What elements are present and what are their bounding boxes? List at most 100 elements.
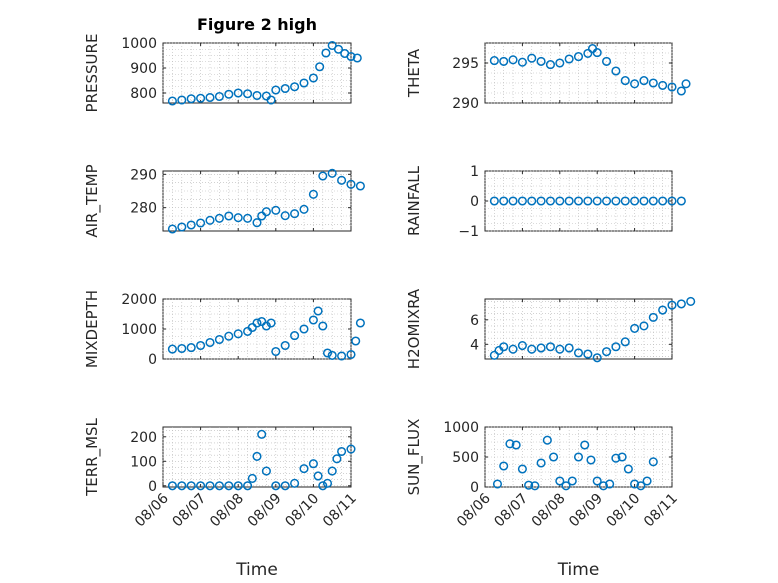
data-point-ax0-12: [271, 85, 281, 95]
data-point-ax2-18: [327, 168, 337, 178]
data-point-ax7-23: [636, 481, 646, 491]
data-point-ax2-5: [214, 213, 224, 223]
data-point-ax5-3: [508, 344, 518, 354]
data-point-ax6-17: [308, 459, 318, 469]
data-point-ax3-1: [499, 196, 509, 206]
y-axis-label: THETA: [405, 48, 423, 98]
data-point-ax7-1: [499, 461, 509, 471]
data-point-ax0-16: [308, 73, 318, 83]
data-point-ax0-13: [280, 83, 290, 94]
data-point-ax2-2: [186, 220, 196, 230]
data-point-ax2-6: [224, 211, 234, 221]
x-tick-label-08-10: 08/10: [282, 491, 322, 531]
data-point-ax7-18: [605, 479, 615, 489]
data-point-ax6-6: [224, 481, 234, 491]
y-tick-label-1: −1: [458, 224, 479, 240]
data-point-ax3-10: [583, 196, 593, 206]
data-point-ax4-22: [327, 350, 337, 360]
data-point-ax7-0: [492, 479, 503, 489]
data-point-ax2-20: [346, 179, 356, 189]
data-point-ax5-10: [573, 348, 584, 358]
data-point-ax4-4: [205, 337, 215, 348]
data-point-ax7-12: [567, 476, 577, 486]
data-point-ax6-0: [167, 481, 177, 491]
data-point-ax4-23: [337, 351, 347, 361]
data-point-ax5-14: [611, 342, 621, 352]
data-point-ax1-13: [602, 56, 612, 66]
data-point-ax6-10: [252, 451, 262, 461]
data-point-ax0-8: [243, 89, 253, 99]
data-point-ax7-22: [630, 479, 640, 489]
data-point-ax1-1: [499, 56, 509, 66]
data-point-ax5-18: [648, 312, 658, 322]
data-point-ax3-16: [639, 196, 649, 206]
data-point-ax0-20: [333, 44, 344, 54]
x-tick-label-08-09: 08/09: [566, 491, 606, 531]
data-point-ax6-12: [261, 466, 271, 476]
data-point-ax0-3: [196, 93, 206, 103]
data-point-ax7-24: [642, 476, 652, 486]
data-point-ax1-5: [536, 56, 546, 66]
data-point-ax0-22: [346, 51, 356, 62]
data-point-ax7-25: [648, 457, 658, 467]
data-point-ax5-19: [658, 305, 668, 315]
data-point-ax2-15: [299, 204, 309, 214]
y-tick-label-280: 280: [130, 201, 157, 217]
data-point-ax3-18: [658, 196, 668, 206]
data-point-ax4-11: [257, 316, 267, 327]
data-point-ax3-20: [676, 196, 686, 206]
data-point-ax5-16: [630, 323, 640, 333]
data-point-ax3-8: [564, 196, 574, 206]
data-point-ax0-15: [299, 78, 309, 88]
data-point-ax5-21: [676, 299, 686, 309]
data-point-ax0-7: [233, 88, 243, 98]
data-point-ax4-0: [167, 344, 177, 354]
data-point-ax2-1: [177, 222, 187, 232]
data-point-ax4-26: [355, 318, 365, 328]
y-tick-label-1000: 1000: [121, 36, 157, 52]
data-point-ax3-15: [630, 196, 640, 206]
data-point-ax1-8: [564, 54, 574, 64]
data-point-ax1-20: [667, 82, 677, 92]
data-point-ax7-15: [586, 455, 596, 465]
data-point-ax1-6: [545, 60, 556, 70]
data-point-ax4-15: [280, 340, 290, 351]
data-point-ax5-15: [620, 337, 630, 347]
data-point-ax4-14: [271, 346, 281, 357]
data-point-ax4-21: [322, 348, 333, 358]
data-point-ax5-6: [536, 343, 546, 353]
data-point-ax7-11: [561, 481, 571, 491]
data-point-ax5-20: [667, 300, 677, 310]
data-point-ax2-19: [337, 175, 347, 185]
y-tick-label-200: 200: [130, 430, 157, 446]
data-point-ax5-13: [602, 347, 612, 357]
data-point-ax1-14: [611, 66, 621, 76]
data-point-ax7-14: [580, 440, 590, 450]
data-point-ax7-3: [511, 440, 521, 450]
data-point-ax4-1: [177, 343, 187, 354]
data-point-ax4-10: [252, 318, 262, 328]
data-point-ax2-14: [290, 209, 300, 219]
y-tick-label-500: 500: [452, 450, 479, 466]
y-tick-label-800: 800: [130, 86, 157, 102]
data-point-ax5-12: [592, 353, 602, 363]
data-point-ax3-9: [573, 196, 584, 206]
data-point-ax1-17: [639, 76, 649, 86]
data-point-ax7-4: [517, 464, 527, 474]
y-tick-label-1000: 1000: [121, 322, 157, 338]
x-tick-label-08-08: 08/08: [207, 491, 247, 531]
data-point-ax3-14: [620, 196, 630, 206]
data-point-ax7-13: [573, 452, 584, 462]
data-point-ax1-2: [508, 55, 518, 65]
data-point-ax4-18: [308, 315, 318, 325]
y-axis-label: PRESSURE: [83, 34, 101, 113]
y-axis-label: MIXDEPTH: [83, 290, 101, 368]
data-point-ax1-3: [517, 57, 527, 67]
y-tick-label-100: 100: [130, 454, 157, 470]
data-point-ax4-25: [351, 336, 361, 346]
data-point-ax1-4: [527, 53, 537, 63]
data-point-ax0-0: [167, 96, 177, 106]
